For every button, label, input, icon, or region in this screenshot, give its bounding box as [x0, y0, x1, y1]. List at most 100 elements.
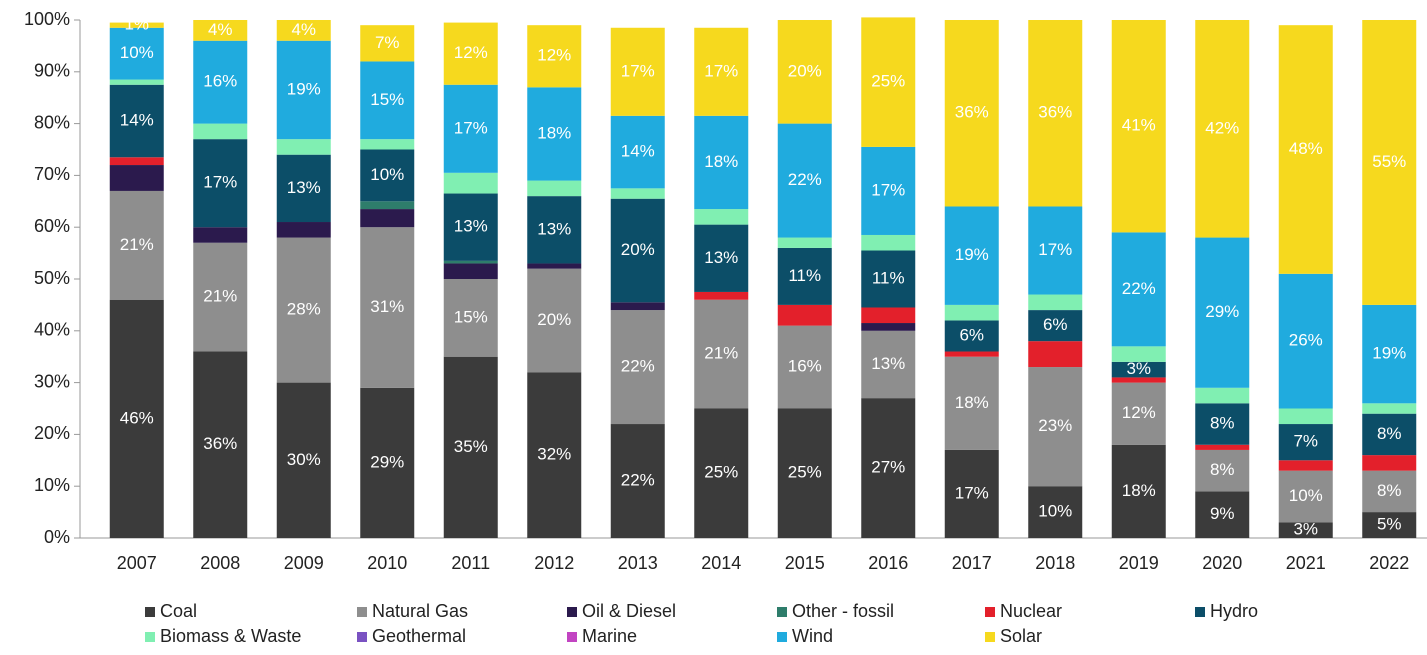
bar-segment — [360, 387, 415, 538]
bar-segment — [694, 224, 749, 292]
x-tick-label: 2011 — [451, 553, 490, 573]
bar-segment — [109, 27, 164, 80]
data-label: 17% — [704, 61, 738, 80]
legend-swatch — [777, 607, 787, 617]
data-label: 28% — [287, 300, 321, 319]
legend-label: Geothermal — [372, 626, 466, 646]
bar-segment — [861, 250, 916, 308]
legend-label: Wind — [792, 626, 833, 646]
bar-segment — [1278, 273, 1333, 409]
bar-segment — [1028, 206, 1083, 295]
legend-swatch — [1195, 607, 1205, 617]
x-tick-label: 2009 — [284, 553, 324, 573]
bar-segment — [861, 146, 916, 235]
bar-segment — [276, 40, 331, 140]
data-label: 13% — [537, 219, 571, 238]
bar-segment — [610, 302, 665, 311]
bar-segment — [1362, 304, 1417, 404]
bar-segment — [1111, 361, 1166, 378]
bar-segment — [944, 351, 999, 357]
bar-segment — [1362, 455, 1417, 471]
bar-segment — [193, 351, 248, 538]
legend-label: Biomass & Waste — [160, 626, 301, 646]
bar-segment — [109, 22, 164, 28]
bar-segment — [527, 196, 582, 264]
x-tick-label: 2020 — [1202, 553, 1242, 573]
y-tick-label: 0% — [44, 527, 70, 547]
data-label: 25% — [788, 463, 822, 482]
data-label: 12% — [537, 46, 571, 65]
data-label: 16% — [203, 72, 237, 91]
bar-segment — [109, 190, 164, 300]
data-label: 12% — [1122, 403, 1156, 422]
legend-label: Oil & Diesel — [582, 601, 676, 621]
data-label: 30% — [287, 450, 321, 469]
data-label: 21% — [120, 235, 154, 254]
bar-segment — [109, 157, 164, 166]
bar-segment — [1195, 444, 1250, 450]
bar-segment — [527, 25, 582, 88]
data-label: 18% — [537, 123, 571, 142]
bar-segment — [443, 356, 498, 538]
data-label: 14% — [621, 142, 655, 161]
data-label: 18% — [704, 152, 738, 171]
data-label: 21% — [704, 344, 738, 363]
data-label: 29% — [1205, 302, 1239, 321]
bar-segment — [861, 398, 916, 538]
legend-swatch — [985, 632, 995, 642]
bar-segment — [193, 123, 248, 140]
bar-segment — [861, 323, 916, 331]
bar-segment — [777, 408, 832, 538]
data-label: 18% — [1122, 481, 1156, 500]
bar-segment — [777, 247, 832, 305]
data-label: 27% — [871, 458, 905, 477]
data-label: 9% — [1210, 504, 1235, 523]
bar-segment — [109, 79, 164, 85]
data-label: 21% — [203, 287, 237, 306]
bar-segment — [1111, 444, 1166, 538]
bar-segment — [694, 408, 749, 538]
bar-segment — [360, 209, 415, 228]
data-label: 3% — [1126, 359, 1151, 378]
x-tick-label: 2014 — [701, 553, 741, 573]
data-label: 10% — [370, 165, 404, 184]
bar-segment — [861, 307, 916, 324]
legend-swatch — [357, 632, 367, 642]
bar-segment — [443, 260, 498, 264]
y-tick-label: 80% — [34, 112, 70, 132]
y-tick-label: 100% — [24, 9, 70, 29]
data-label: 20% — [621, 240, 655, 259]
bar-segment — [610, 424, 665, 538]
bar-segment — [1278, 25, 1333, 274]
y-tick-label: 20% — [34, 423, 70, 443]
legend-label: Coal — [160, 601, 197, 621]
bar-segment — [777, 304, 832, 326]
data-label: 41% — [1122, 116, 1156, 135]
data-label: 13% — [287, 178, 321, 197]
bar-segment — [443, 84, 498, 173]
bar-segment — [109, 299, 164, 538]
data-label: 10% — [1289, 486, 1323, 505]
bar-segment — [1278, 522, 1333, 538]
data-label: 19% — [955, 245, 989, 264]
bar-segment — [1362, 413, 1417, 456]
bar-segment — [1195, 20, 1250, 238]
data-label: 25% — [871, 72, 905, 91]
legend-swatch — [777, 632, 787, 642]
bar-segment — [443, 22, 498, 85]
bar-segment — [276, 154, 331, 223]
data-label: 10% — [1038, 502, 1072, 521]
data-label: 5% — [1377, 515, 1402, 534]
legend-swatch — [357, 607, 367, 617]
bar-segment — [1028, 486, 1083, 538]
bar-segment — [1278, 470, 1333, 523]
bar-segment — [1362, 403, 1417, 414]
bar-segment — [276, 222, 331, 238]
x-tick-label: 2013 — [618, 553, 658, 573]
bar-segment — [1195, 491, 1250, 538]
bar-segment — [1111, 382, 1166, 445]
x-tick-label: 2019 — [1119, 553, 1159, 573]
bar-segment — [694, 209, 749, 225]
bar-segment — [360, 149, 415, 202]
x-tick-label: 2018 — [1035, 553, 1075, 573]
